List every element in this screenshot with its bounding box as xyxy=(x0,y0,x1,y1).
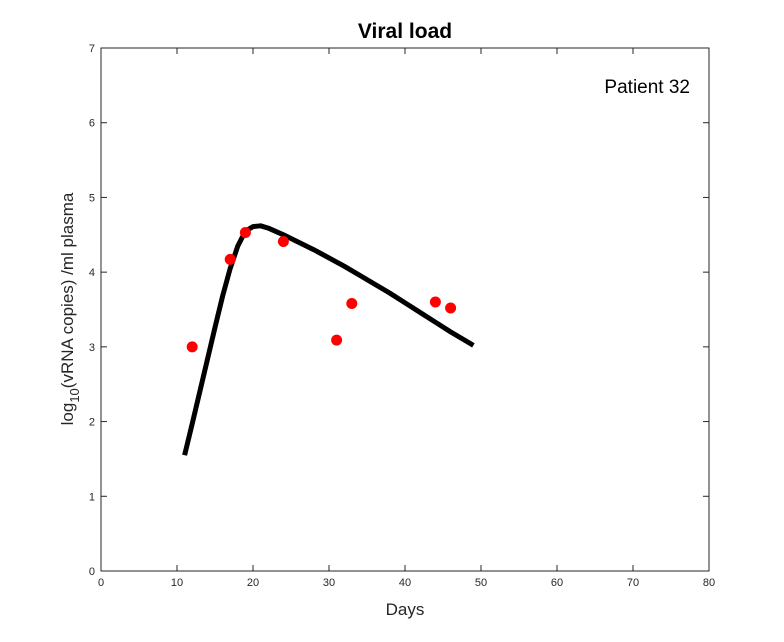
plot-frame xyxy=(100,47,710,572)
y-tick-label: 4 xyxy=(89,267,95,279)
x-tick-label: 0 xyxy=(98,577,104,589)
data-point xyxy=(224,253,236,265)
y-tick-label: 7 xyxy=(89,43,95,55)
model-fit-line xyxy=(182,223,475,456)
y-axis-label: log10(vRNA copies) /ml plasma xyxy=(58,192,82,425)
y-axis-label-subscript: 10 xyxy=(67,388,82,402)
x-tick-label: 20 xyxy=(247,577,259,589)
data-point xyxy=(445,302,457,314)
chart-title: Viral load xyxy=(358,20,452,43)
x-tick-label: 80 xyxy=(703,577,715,589)
data-point xyxy=(346,298,358,309)
y-tick-label: 2 xyxy=(89,417,95,429)
y-tick-label: 0 xyxy=(89,566,95,578)
x-axis-label: Days xyxy=(386,600,425,619)
y-axis-label-base: log xyxy=(58,403,77,426)
y-tick-label: 3 xyxy=(89,342,95,354)
data-point xyxy=(277,236,289,247)
plot-area xyxy=(101,48,709,571)
x-tick-label: 40 xyxy=(399,577,411,589)
x-tick-label: 50 xyxy=(475,577,487,589)
x-tick-label: 30 xyxy=(323,577,335,589)
data-point xyxy=(239,227,251,238)
x-tick-label: 60 xyxy=(551,577,563,589)
x-tick-label: 70 xyxy=(627,577,639,589)
y-tick-label: 1 xyxy=(89,491,95,503)
y-tick-label: 5 xyxy=(89,192,95,204)
y-tick-label: 6 xyxy=(89,118,95,130)
annotation-patient: Patient 32 xyxy=(604,77,690,98)
data-point xyxy=(331,334,343,346)
y-axis-label-rest: (vRNA copies) /ml plasma xyxy=(58,192,77,388)
series-layer xyxy=(182,223,475,456)
data-point xyxy=(186,341,198,353)
ticks-layer: 0 10 20 30 40 50 60 70 80 0 1 2 3 4 5 6 7 xyxy=(89,43,715,589)
data-point xyxy=(429,296,441,308)
x-tick-label: 10 xyxy=(171,577,183,589)
